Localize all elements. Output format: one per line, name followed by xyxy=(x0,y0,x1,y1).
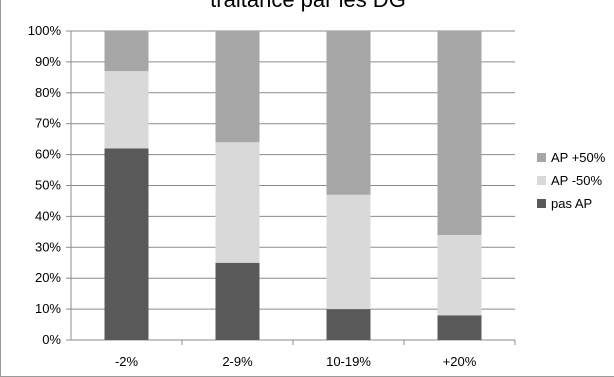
x-tick-label: -2% xyxy=(115,354,139,369)
legend-label: pas AP xyxy=(551,196,592,211)
legend-swatch xyxy=(537,176,546,185)
bar-segment xyxy=(104,148,149,340)
chart-title: traitance par les DG xyxy=(1,0,614,13)
bar-segment xyxy=(326,31,371,195)
x-tick-label: +20% xyxy=(443,354,477,369)
y-tick-label: 0% xyxy=(42,332,61,347)
bar-segment xyxy=(326,309,371,340)
bar-segment xyxy=(437,234,482,316)
x-tick-label: 2-9% xyxy=(222,354,253,369)
y-tick-label: 40% xyxy=(35,208,61,223)
y-tick-label: 80% xyxy=(35,85,61,100)
bar-segment xyxy=(215,262,260,340)
y-tick-label: 50% xyxy=(35,178,61,193)
legend-label: AP -50% xyxy=(551,173,603,188)
bar-segment xyxy=(215,31,260,143)
y-tick-label: 70% xyxy=(35,116,61,131)
bar-segment xyxy=(215,142,260,263)
legend-swatch xyxy=(537,199,546,208)
y-tick-label: 90% xyxy=(35,54,61,69)
y-tick-label: 20% xyxy=(35,270,61,285)
bar-segment xyxy=(437,315,482,340)
y-tick-label: 10% xyxy=(35,301,61,316)
y-tick-label: 100% xyxy=(28,23,62,38)
bar-segment xyxy=(104,71,149,149)
bar-segment xyxy=(326,194,371,310)
legend-label: AP +50% xyxy=(551,150,606,165)
y-tick-label: 60% xyxy=(35,147,61,162)
bar-segment xyxy=(437,31,482,235)
legend-swatch xyxy=(537,153,546,162)
x-tick-label: 10-19% xyxy=(326,354,371,369)
bar-segment xyxy=(104,31,149,72)
y-tick-label: 30% xyxy=(35,239,61,254)
